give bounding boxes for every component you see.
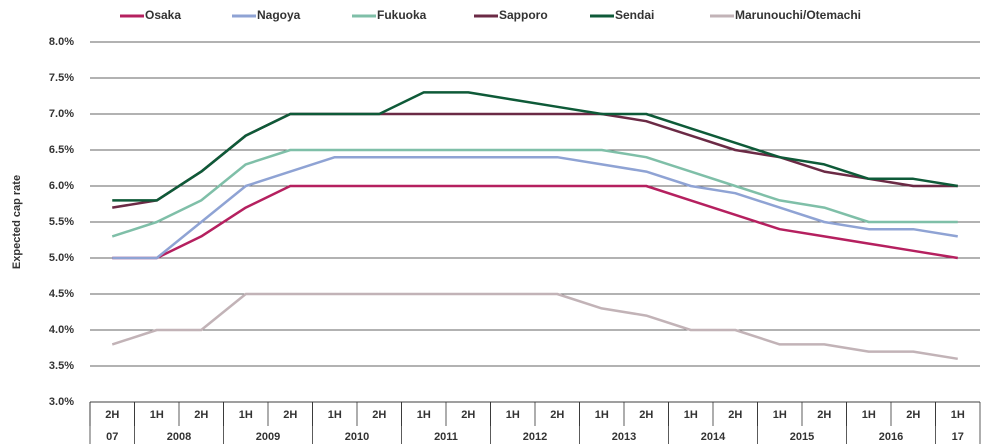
x-group-label: 2014: [701, 431, 726, 443]
x-tick-label: 2H: [906, 409, 920, 421]
x-tick-label: 1H: [951, 409, 965, 421]
legend-label: Marunouchi/Otemachi: [735, 8, 861, 22]
x-tick-label: 2H: [461, 409, 475, 421]
x-tick-label: 2H: [550, 409, 564, 421]
series-line: [111, 292, 958, 361]
series-line: [112, 91, 958, 202]
legend-label: Osaka: [145, 8, 181, 22]
series-line: [111, 148, 958, 238]
y-tick-label: 6.5%: [49, 144, 74, 156]
y-tick-label: 6.0%: [49, 180, 74, 192]
x-group-label: 2016: [879, 431, 903, 443]
y-tick-label: 5.5%: [49, 216, 74, 228]
legend-label: Nagoya: [257, 8, 301, 22]
legend-label: Sapporo: [499, 8, 548, 22]
y-tick-label: 5.0%: [49, 252, 74, 264]
y-tick-label: 7.5%: [49, 72, 74, 84]
series-line: [112, 184, 958, 260]
x-group-label: 2009: [256, 431, 280, 443]
x-tick-label: 2H: [639, 409, 653, 421]
x-tick-label: 2H: [105, 409, 119, 421]
x-tick-label: 1H: [862, 409, 876, 421]
x-group-label: 17: [952, 431, 964, 443]
x-tick-label: 1H: [595, 409, 609, 421]
y-tick-label: 4.0%: [49, 324, 74, 336]
x-tick-label: 1H: [328, 409, 342, 421]
x-tick-label: 2H: [817, 409, 831, 421]
x-tick-label: 1H: [239, 409, 253, 421]
x-tick-label: 1H: [506, 409, 520, 421]
x-tick-label: 1H: [684, 409, 698, 421]
x-group-label: 2013: [612, 431, 636, 443]
x-group-label: 2011: [434, 431, 458, 443]
y-axis-label: Expected cap rate: [11, 175, 23, 269]
x-group-label: 2010: [345, 431, 369, 443]
x-tick-label: 2H: [283, 409, 297, 421]
y-tick-label: 7.0%: [49, 108, 74, 120]
x-tick-label: 2H: [728, 409, 742, 421]
y-tick-label: 3.0%: [49, 396, 74, 408]
x-tick-label: 1H: [417, 409, 431, 421]
legend-label: Sendai: [615, 8, 654, 22]
legend-label: Fukuoka: [377, 8, 427, 22]
x-group-label: 2008: [167, 431, 191, 443]
series-line: [112, 155, 958, 260]
x-group-label: 2012: [523, 431, 547, 443]
x-tick-label: 1H: [150, 409, 164, 421]
y-tick-label: 4.5%: [49, 288, 74, 300]
x-group-label: 07: [106, 431, 118, 443]
x-tick-label: 2H: [194, 409, 208, 421]
y-tick-label: 8.0%: [49, 36, 74, 48]
series-line: [112, 112, 958, 209]
x-tick-label: 2H: [372, 409, 386, 421]
x-tick-label: 1H: [773, 409, 787, 421]
y-tick-label: 3.5%: [49, 360, 74, 372]
x-group-label: 2015: [790, 431, 814, 443]
